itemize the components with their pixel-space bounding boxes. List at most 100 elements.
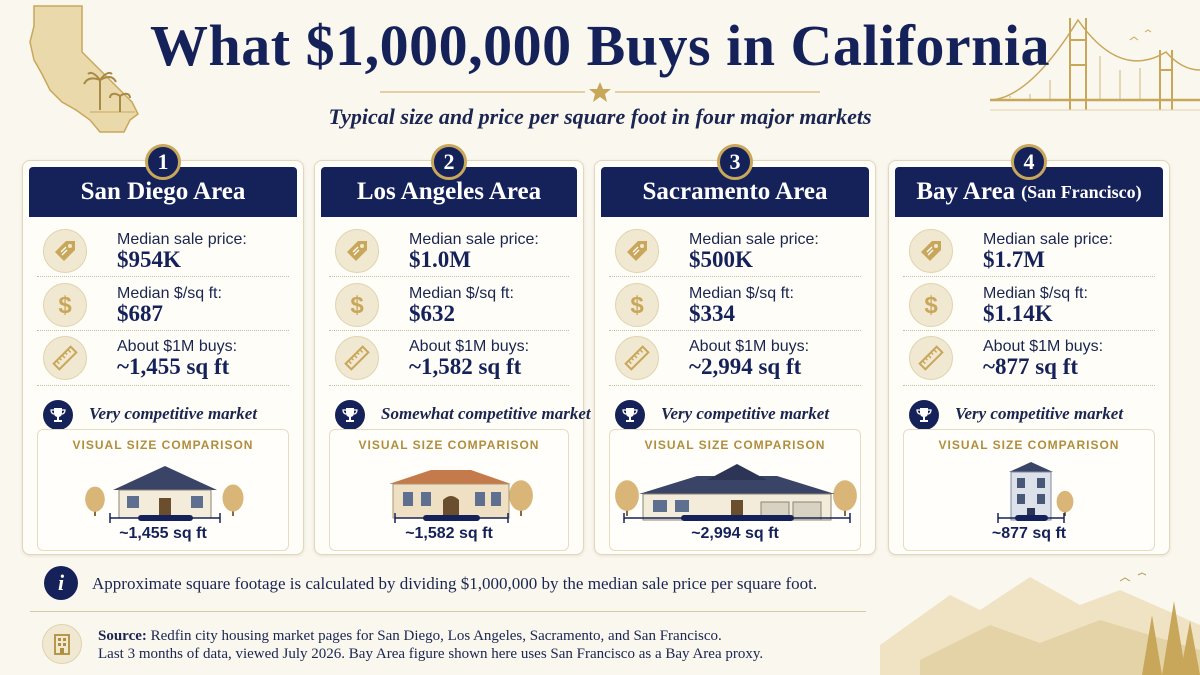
median-price-row: Median sale price: $1.7M <box>903 225 1155 277</box>
dollar-icon: $ <box>335 283 379 327</box>
price-tag-icon <box>335 229 379 273</box>
competition-text: Very competitive market <box>955 404 1124 423</box>
competition-row: Very competitive market <box>37 398 289 434</box>
median-price-value: $500K <box>689 247 753 272</box>
house-icon <box>113 466 217 519</box>
star-icon <box>589 82 611 102</box>
source-label: Source: <box>98 628 147 644</box>
source-line-1: Source: Redfin city housing market pages… <box>98 628 722 645</box>
ruler-icon <box>335 336 379 380</box>
market-rank-badge: 1 <box>145 144 181 180</box>
house-illustration <box>389 470 533 523</box>
median-psf-value: $632 <box>409 301 455 326</box>
size-bar <box>394 513 509 523</box>
dollar-icon: $ <box>615 283 659 327</box>
market-card: 1 San Diego Area Median sale price: $954… <box>22 144 304 555</box>
buys-row: About $1M buys: ~1,582 sq ft <box>329 332 569 386</box>
visual-comparison-label: VISUAL SIZE COMPARISON <box>644 438 826 452</box>
median-psf-label: Median $/sq ft: <box>409 285 514 302</box>
market-name-text: San Diego Area <box>80 178 246 205</box>
trophy-icon <box>43 400 73 430</box>
median-psf-label: Median $/sq ft: <box>983 285 1088 302</box>
svg-text:$: $ <box>58 292 72 318</box>
median-price-row: Median sale price: $500K <box>609 225 861 277</box>
median-psf-row: $ Median $/sq ft: $334 <box>609 279 861 331</box>
buys-row: About $1M buys: ~2,994 sq ft <box>609 332 861 386</box>
visual-comparison-label: VISUAL SIZE COMPARISON <box>358 438 540 452</box>
buys-label: About $1M buys: <box>117 338 238 355</box>
visual-comparison-label: VISUAL SIZE COMPARISON <box>938 438 1120 452</box>
divider <box>30 611 866 612</box>
market-card: 4 Bay Area (San Francisco) Median sale p… <box>888 144 1170 555</box>
median-price-label: Median sale price: <box>689 231 819 248</box>
median-psf-value: $334 <box>689 301 735 326</box>
star-divider <box>380 82 820 102</box>
house-icon <box>639 464 835 521</box>
competition-row: Very competitive market <box>609 398 861 434</box>
median-price-value: $1.0M <box>409 247 471 272</box>
tree-icon <box>509 480 533 516</box>
house-icon <box>1009 462 1053 521</box>
svg-text:$: $ <box>630 292 644 318</box>
competition-text: Somewhat competitive market <box>381 404 591 423</box>
golden-gate-bridge-decoration <box>990 18 1200 111</box>
house-icon <box>389 470 511 519</box>
info-icon: i <box>44 566 78 600</box>
median-price-label: Median sale price: <box>117 231 247 248</box>
market-rank-badge: 2 <box>431 144 467 180</box>
competition-text: Very competitive market <box>661 404 830 423</box>
tree-icon <box>833 480 857 516</box>
market-name-text: Los Angeles Area <box>356 178 542 205</box>
visual-sqft-label: ~2,994 sq ft <box>691 525 779 542</box>
market-name-detail: (San Francisco) <box>1021 181 1142 202</box>
median-price-row: Median sale price: $954K <box>37 225 289 277</box>
svg-text:$: $ <box>350 292 364 318</box>
source-text-1: Redfin city housing market pages for San… <box>150 628 722 644</box>
median-psf-row: $ Median $/sq ft: $687 <box>37 279 289 331</box>
visual-sqft-label: ~1,582 sq ft <box>405 525 493 542</box>
tree-icon <box>85 486 105 516</box>
ruler-icon <box>43 336 87 380</box>
size-bar <box>109 513 221 523</box>
market-card: 3 Sacramento Area Median sale price: $50… <box>594 144 876 555</box>
methodology-note: Approximate square footage is calculated… <box>92 574 818 593</box>
house-illustration <box>997 462 1074 523</box>
buys-label: About $1M buys: <box>409 338 530 355</box>
price-tag-icon <box>43 229 87 273</box>
market-card: 2 Los Angeles Area Median sale price: $1… <box>314 144 591 555</box>
buys-label: About $1M buys: <box>689 338 810 355</box>
buys-value: ~2,994 sq ft <box>689 354 802 379</box>
competition-row: Very competitive market <box>903 398 1155 434</box>
page-title: What $1,000,000 Buys in California <box>150 13 1050 78</box>
visual-size-comparison: VISUAL SIZE COMPARISON ~1,455 sq ft <box>37 429 289 551</box>
trophy-icon <box>615 400 645 430</box>
svg-text:$: $ <box>924 292 938 318</box>
market-rank-badge: 3 <box>717 144 753 180</box>
ruler-icon <box>909 336 953 380</box>
dollar-icon: $ <box>909 283 953 327</box>
median-price-label: Median sale price: <box>983 231 1113 248</box>
buys-row: About $1M buys: ~1,455 sq ft <box>37 332 289 386</box>
ruler-icon <box>615 336 659 380</box>
buys-label: About $1M buys: <box>983 338 1104 355</box>
median-psf-label: Median $/sq ft: <box>117 285 222 302</box>
tree-icon <box>1056 490 1074 516</box>
mountains-decoration <box>880 572 1200 675</box>
visual-size-comparison: VISUAL SIZE COMPARISON ~2,994 sq ft <box>609 429 861 551</box>
market-name-text: Sacramento Area <box>642 178 828 205</box>
size-bar <box>997 513 1065 523</box>
median-psf-row: $ Median $/sq ft: $1.14K <box>903 279 1155 331</box>
visual-sqft-label: ~1,455 sq ft <box>119 525 207 542</box>
visual-sqft-label: ~877 sq ft <box>991 525 1067 542</box>
median-price-value: $954K <box>117 247 181 272</box>
building-icon <box>42 624 82 664</box>
visual-size-comparison: VISUAL SIZE COMPARISON ~1,582 sq ft <box>329 429 569 551</box>
tree-icon <box>615 480 639 516</box>
median-price-row: Median sale price: $1.0M <box>329 225 569 277</box>
visual-comparison-label: VISUAL SIZE COMPARISON <box>72 438 254 452</box>
house-illustration <box>85 466 244 523</box>
price-tag-icon <box>909 229 953 273</box>
source-line-2: Last 3 months of data, viewed July 2026.… <box>98 646 764 662</box>
tree-icon <box>222 484 244 516</box>
median-price-value: $1.7M <box>983 247 1045 272</box>
